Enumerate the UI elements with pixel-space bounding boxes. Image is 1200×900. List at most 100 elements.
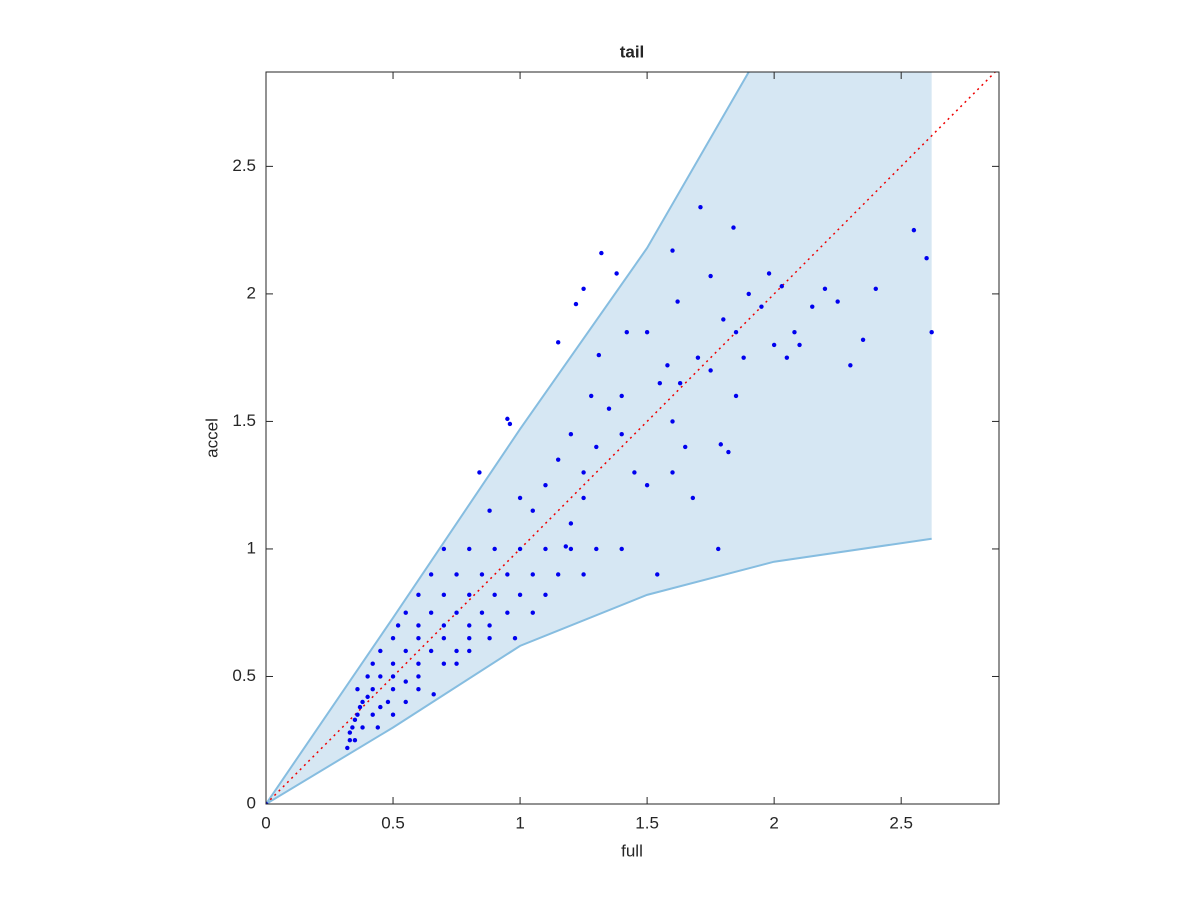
data-point bbox=[352, 717, 358, 723]
data-point bbox=[683, 444, 688, 450]
data-point bbox=[365, 674, 370, 679]
data-point bbox=[403, 610, 408, 615]
y-axis-label: accel bbox=[202, 418, 221, 458]
data-point bbox=[848, 363, 853, 368]
data-point bbox=[479, 572, 485, 577]
data-point bbox=[771, 342, 777, 348]
data-point bbox=[487, 508, 492, 513]
data-point bbox=[467, 592, 472, 598]
data-point bbox=[512, 636, 518, 641]
data-point bbox=[619, 393, 624, 399]
data-point bbox=[492, 592, 497, 598]
data-point bbox=[428, 610, 434, 615]
data-point bbox=[594, 546, 599, 552]
data-point bbox=[517, 546, 523, 552]
data-point bbox=[606, 406, 612, 411]
data-point bbox=[416, 687, 421, 692]
data-point bbox=[822, 286, 828, 291]
data-point bbox=[370, 712, 375, 717]
data-point bbox=[614, 271, 619, 276]
data-point bbox=[698, 204, 703, 210]
data-point bbox=[784, 355, 790, 360]
data-point bbox=[365, 694, 370, 700]
data-point bbox=[507, 421, 513, 427]
data-point bbox=[375, 725, 380, 730]
data-point bbox=[708, 368, 713, 373]
data-point bbox=[568, 546, 574, 552]
data-point bbox=[357, 704, 363, 710]
data-point bbox=[416, 661, 421, 666]
data-point bbox=[390, 636, 396, 641]
data-point bbox=[530, 572, 535, 577]
data-point bbox=[543, 482, 548, 488]
data-point bbox=[345, 745, 350, 751]
data-point bbox=[505, 610, 510, 615]
data-point bbox=[670, 419, 675, 424]
data-point bbox=[441, 546, 447, 552]
x-tick-label: 2.5 bbox=[889, 813, 913, 832]
data-point bbox=[530, 610, 535, 615]
data-point bbox=[619, 431, 624, 437]
data-point bbox=[716, 546, 721, 552]
data-point bbox=[708, 273, 713, 279]
data-point bbox=[759, 304, 764, 309]
data-point bbox=[467, 636, 472, 641]
data-point bbox=[360, 699, 365, 705]
y-tick-label: 2.5 bbox=[232, 156, 256, 175]
data-point bbox=[677, 380, 683, 386]
data-point bbox=[924, 255, 929, 261]
data-point bbox=[746, 291, 751, 297]
data-point bbox=[441, 636, 447, 641]
data-point bbox=[530, 508, 535, 513]
data-point bbox=[355, 712, 360, 717]
data-point bbox=[911, 227, 917, 233]
data-point bbox=[454, 661, 459, 666]
data-point bbox=[416, 674, 421, 679]
chart-title: tail bbox=[620, 42, 645, 61]
data-point bbox=[632, 470, 637, 475]
data-point bbox=[350, 725, 355, 730]
data-point bbox=[378, 648, 383, 654]
data-point bbox=[479, 610, 485, 615]
data-point bbox=[779, 284, 784, 289]
data-point bbox=[390, 674, 396, 679]
data-point bbox=[741, 355, 746, 360]
x-tick-label: 2 bbox=[769, 813, 778, 832]
data-point bbox=[581, 286, 586, 291]
data-point bbox=[581, 495, 586, 501]
data-point bbox=[505, 416, 510, 422]
plot-area bbox=[266, 72, 996, 804]
data-point bbox=[266, 801, 269, 804]
band-lower-edge bbox=[266, 537, 932, 804]
data-point bbox=[644, 329, 650, 335]
data-point bbox=[670, 470, 675, 475]
data-point bbox=[555, 572, 561, 577]
data-point bbox=[360, 725, 365, 730]
data-point bbox=[581, 572, 586, 577]
data-point bbox=[573, 301, 579, 307]
x-tick-label: 1.5 bbox=[635, 813, 659, 832]
data-point bbox=[797, 342, 802, 348]
data-point bbox=[733, 329, 739, 335]
data-point bbox=[644, 482, 650, 488]
data-point bbox=[428, 648, 434, 654]
x-tick-label: 0 bbox=[261, 813, 270, 832]
data-point bbox=[726, 449, 731, 455]
data-point bbox=[543, 546, 548, 552]
data-point bbox=[655, 572, 660, 577]
data-point bbox=[390, 712, 396, 717]
data-point bbox=[403, 699, 408, 705]
data-point bbox=[581, 470, 586, 475]
y-tick-label: 1 bbox=[247, 538, 256, 557]
data-point bbox=[505, 572, 510, 577]
data-point bbox=[835, 299, 840, 304]
data-point bbox=[441, 592, 447, 598]
data-point bbox=[428, 572, 434, 577]
data-point bbox=[517, 495, 523, 501]
y-tick-label: 1.5 bbox=[232, 411, 256, 430]
data-point bbox=[370, 661, 375, 666]
y-tick-label: 0 bbox=[247, 793, 256, 812]
y-tick-label: 2 bbox=[247, 283, 256, 302]
data-point bbox=[568, 521, 574, 526]
